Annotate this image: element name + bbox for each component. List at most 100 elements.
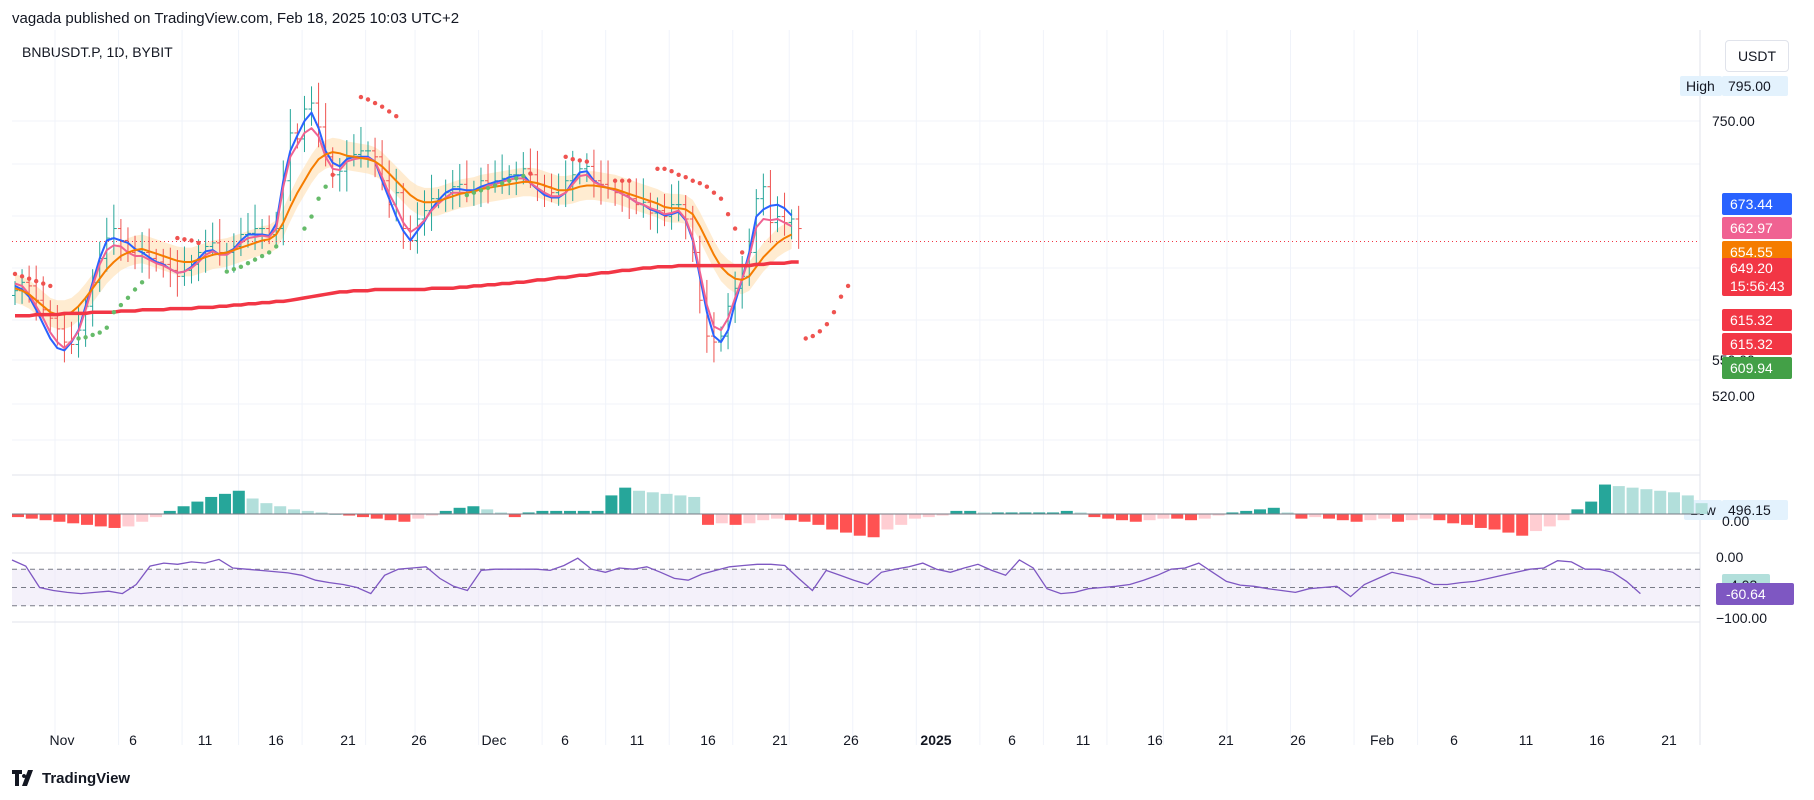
psar-dot — [690, 178, 695, 183]
time-tick-label: Feb — [1370, 732, 1394, 748]
histogram-bar — [1295, 514, 1308, 519]
histogram-bar — [398, 514, 411, 522]
histogram-bar — [426, 514, 438, 516]
symbol-label[interactable]: BNBUSDT.P, 1D, BYBIT — [22, 44, 173, 60]
histogram-bar — [1557, 514, 1570, 521]
psar-dot — [584, 159, 590, 164]
histogram-bar — [798, 514, 811, 522]
candle — [400, 183, 407, 249]
time-tick-label: 2025 — [920, 732, 951, 748]
histogram-bar — [1116, 514, 1128, 521]
psar-dot — [838, 294, 844, 299]
chart-svg[interactable]: 750.00520.00550.00High795.00Low496.15673… — [0, 0, 1814, 770]
histogram-bar — [784, 514, 797, 521]
histogram-bar — [1281, 512, 1294, 514]
footer-brand: TradingView — [42, 770, 131, 787]
histogram-bar — [260, 503, 273, 514]
histogram-bar — [163, 510, 176, 514]
histogram-zero-label: 0.00 — [1722, 513, 1749, 529]
histogram-bar — [67, 514, 80, 524]
histogram-bar — [1060, 510, 1073, 514]
time-tick-label: 16 — [268, 732, 284, 748]
histogram-bar — [660, 493, 673, 514]
histogram-bar — [1392, 514, 1404, 522]
histogram-bar — [1668, 492, 1680, 514]
currency-button[interactable]: USDT — [1725, 40, 1789, 72]
psar-dot — [139, 280, 145, 285]
psar-dot — [90, 332, 95, 338]
histogram-bar — [1240, 510, 1253, 514]
time-tick-label: 16 — [1147, 732, 1163, 748]
psar-dot — [711, 190, 717, 195]
histogram-bar — [646, 492, 659, 514]
psar-dot — [330, 172, 335, 177]
candle — [12, 281, 18, 306]
price-badge-value: 673.44 — [1730, 196, 1773, 212]
psar-dot — [259, 253, 265, 259]
time-tick-label: 6 — [1450, 732, 1458, 748]
tradingview-logo[interactable]: TradingView — [12, 770, 130, 787]
price-badge-bg — [1722, 217, 1792, 239]
psar-dot — [132, 287, 138, 292]
price-badge-countdown: 15:56:43 — [1730, 278, 1785, 294]
low-value: 496.15 — [1728, 502, 1771, 518]
histogram-bar — [1226, 512, 1239, 514]
slow-ma-line — [14, 151, 793, 316]
histogram-bar — [812, 514, 825, 525]
psar-dot — [97, 330, 102, 335]
psar-dot — [41, 281, 46, 286]
histogram-bar — [1157, 514, 1170, 519]
attribution-text: vagada published on TradingView.com, Feb… — [12, 10, 460, 27]
time-tick-label: 21 — [1661, 732, 1677, 748]
histogram-bar — [1571, 509, 1584, 514]
candle — [421, 190, 428, 236]
histogram-bar — [1074, 512, 1087, 514]
candle — [583, 153, 590, 182]
price-badge-value: 609.94 — [1730, 360, 1773, 376]
histogram-bar — [108, 514, 121, 528]
histogram-bar — [688, 496, 701, 514]
histogram-bar — [191, 501, 204, 514]
candle — [795, 205, 802, 249]
histogram-bar — [1626, 487, 1639, 514]
psar-dot — [238, 264, 244, 269]
time-tick-label: Nov — [50, 732, 75, 748]
histogram-bar — [1695, 503, 1708, 514]
fast-ma-line — [14, 111, 793, 352]
histogram-bar — [1585, 501, 1598, 514]
psar-dot — [372, 100, 378, 106]
histogram-bar — [1185, 514, 1197, 521]
psar-dot — [266, 250, 272, 255]
histogram-bar — [550, 510, 563, 514]
psar-dot — [471, 190, 477, 195]
psar-dot — [612, 178, 618, 183]
histogram-bar — [1350, 514, 1363, 522]
oscillator-tick-label: 0.00 — [1716, 549, 1743, 565]
time-tick-label: 6 — [129, 732, 137, 748]
histogram-bar — [343, 514, 356, 516]
psar-dot — [528, 171, 533, 176]
gridlines — [12, 30, 1700, 745]
candle — [365, 141, 371, 168]
histogram-bar — [895, 514, 908, 525]
time-tick-label: 6 — [561, 732, 569, 748]
time-tick-label: 6 — [1008, 732, 1016, 748]
histogram-bar — [978, 512, 990, 514]
high-label-bg — [1680, 76, 1722, 96]
histogram-bar — [1102, 514, 1115, 519]
time-tick-label: 26 — [1290, 732, 1306, 748]
histogram-bar — [1143, 514, 1156, 521]
psar-dot — [662, 166, 667, 171]
histogram-bar — [25, 514, 38, 519]
histogram-bar — [577, 510, 590, 514]
histogram-bar — [702, 514, 714, 525]
histogram-bar — [1405, 514, 1418, 521]
price-badge-value: 662.97 — [1730, 220, 1773, 236]
histogram-bar — [564, 510, 576, 514]
high-value-bg — [1722, 76, 1788, 96]
histogram-bar — [1543, 514, 1556, 527]
psar-dot — [732, 226, 738, 231]
histogram-bar — [605, 495, 618, 514]
histogram-bar — [867, 514, 880, 538]
psar-dots — [12, 94, 851, 341]
